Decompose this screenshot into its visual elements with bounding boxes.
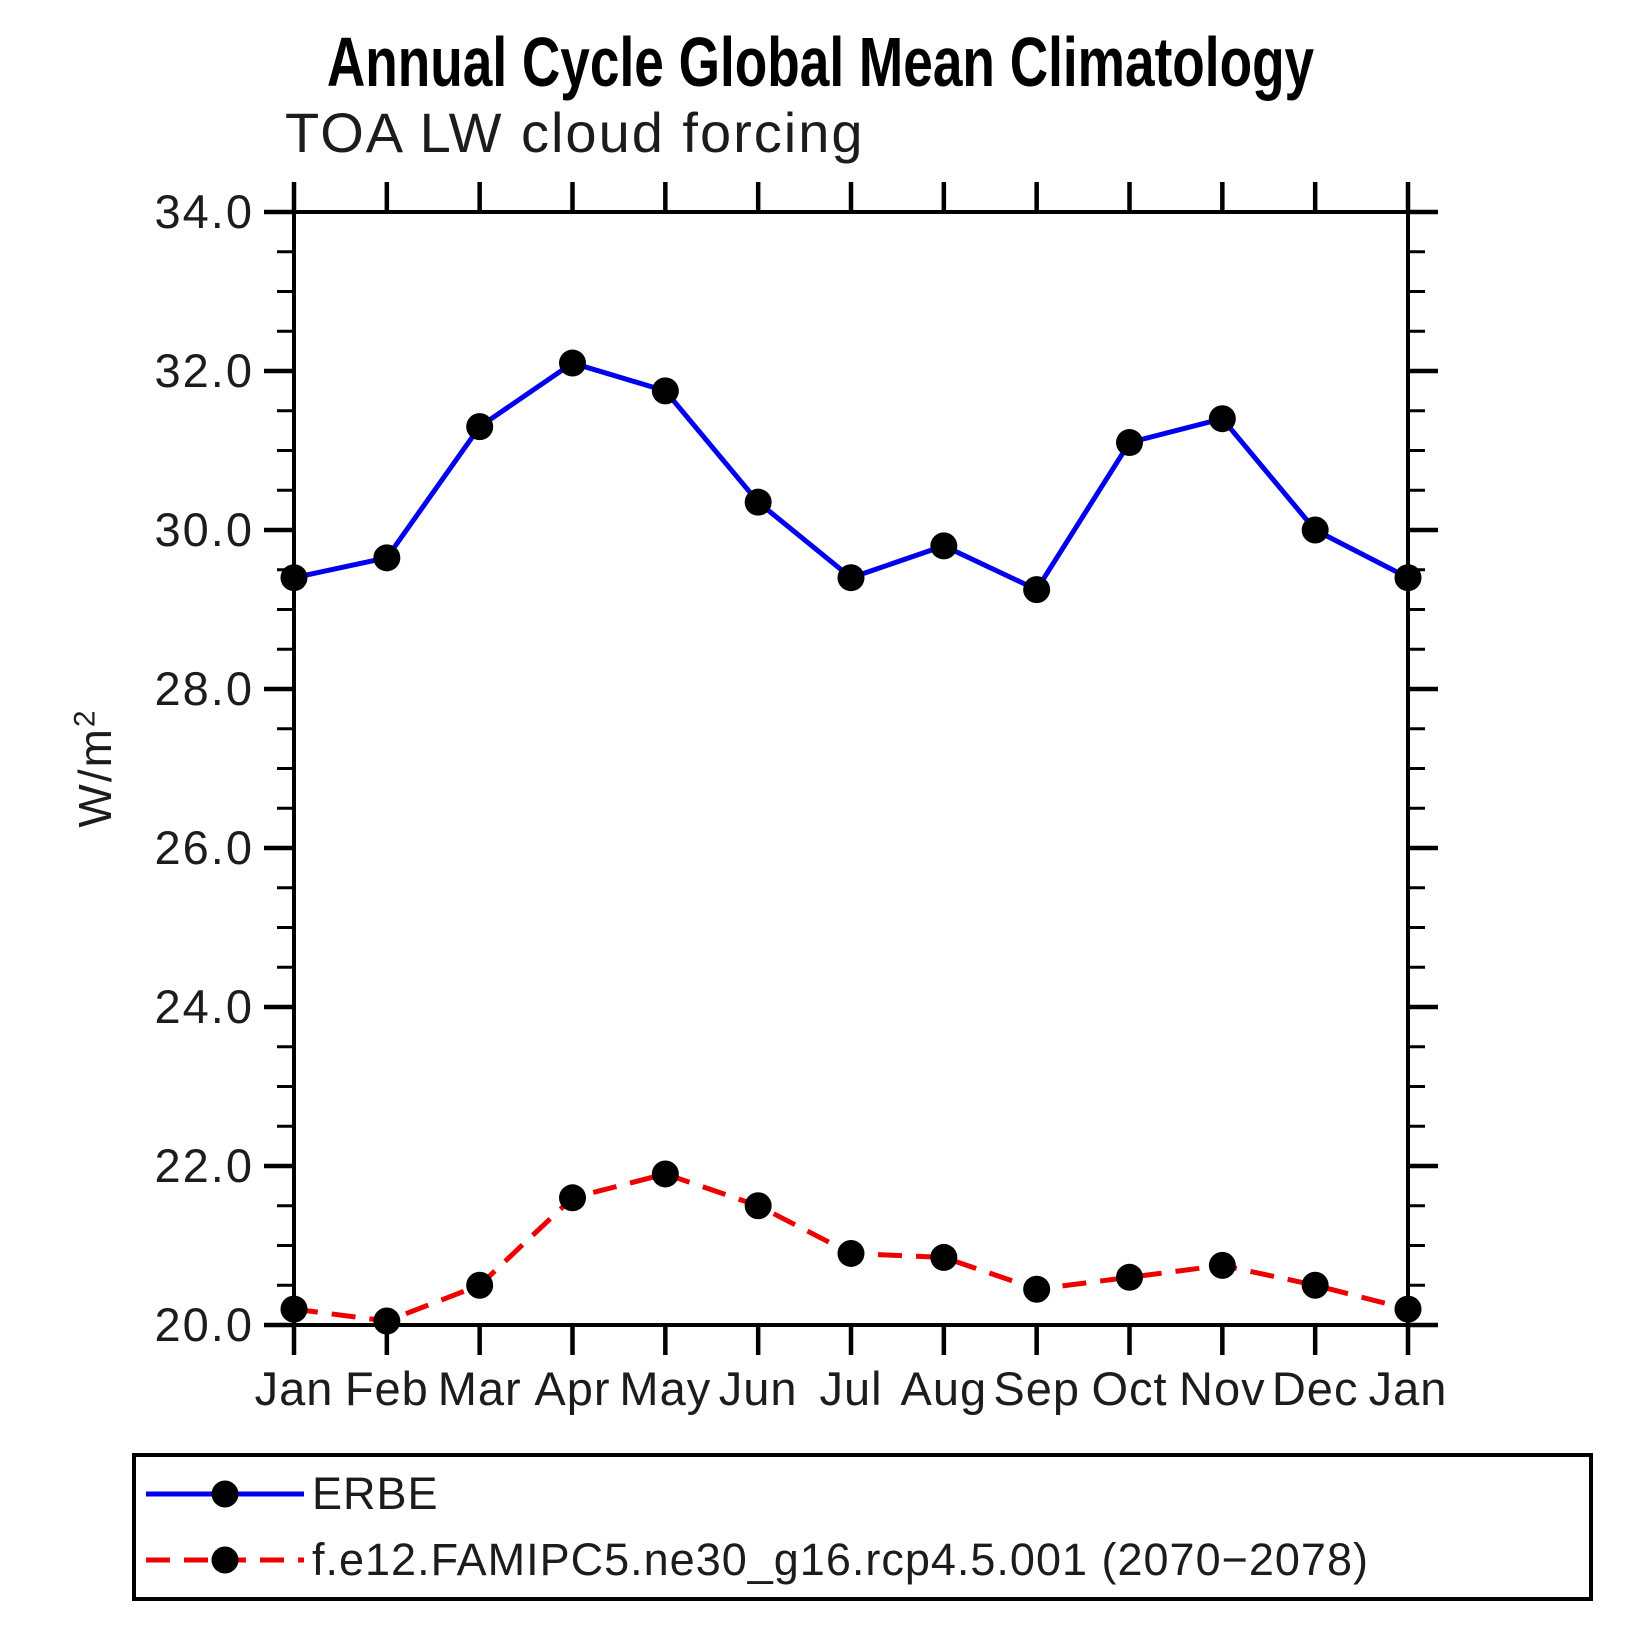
- model-data-point: [930, 1243, 958, 1271]
- legend-marker-dot: [211, 1546, 239, 1574]
- legend-swatch-model-line: [146, 1546, 304, 1574]
- x-tick-label: Oct: [1091, 1362, 1167, 1415]
- y-tick-label: 28.0: [155, 662, 254, 715]
- chart-subtitle: TOA LW cloud forcing: [285, 101, 865, 164]
- erbe-line: [293, 360, 1410, 593]
- x-tick-label: Dec: [1272, 1362, 1359, 1415]
- erbe-data-point: [1394, 564, 1422, 592]
- legend-entry-model: f.e12.FAMIPC5.ne30_g16.rcp4.5.001 (2070−…: [142, 1529, 1369, 1591]
- model-data-point: [1394, 1295, 1422, 1323]
- y-tick-label: 34.0: [155, 185, 254, 238]
- axis-frame: [292, 210, 1410, 1327]
- erbe-data-point: [744, 488, 772, 516]
- erbe-data-point: [280, 564, 308, 592]
- model-data-point: [559, 1184, 586, 1212]
- y-tick-label: 26.0: [155, 821, 254, 874]
- erbe-data-point: [466, 413, 494, 441]
- legend-label-erbe: ERBE: [312, 1468, 439, 1519]
- erbe-data-point: [1208, 405, 1236, 433]
- x-tick-label: Sep: [993, 1362, 1080, 1415]
- model-data-point: [744, 1192, 772, 1220]
- erbe-data-point: [373, 544, 401, 572]
- y-tick-label: 24.0: [155, 980, 254, 1033]
- y-tick-label: 30.0: [155, 503, 254, 556]
- model-data-point: [837, 1239, 865, 1267]
- erbe-data-point: [651, 377, 679, 405]
- x-tick-label: Jan: [255, 1362, 334, 1415]
- model-data-point: [1116, 1263, 1143, 1291]
- legend-swatch-erbe-line: [146, 1480, 304, 1508]
- x-tick-label: May: [619, 1362, 711, 1415]
- erbe-data-point: [1023, 576, 1051, 604]
- y-tick-label: 32.0: [155, 344, 254, 397]
- erbe-data-point: [1301, 516, 1329, 544]
- legend: ERBE f.e12.FAMIPC5.ne30_g16.rcp4.5.001 (…: [132, 1453, 1593, 1601]
- legend-entry-erbe: ERBE: [142, 1463, 439, 1525]
- erbe-data-point: [559, 349, 586, 377]
- model-data-point: [1301, 1271, 1329, 1299]
- model-data-point: [651, 1160, 679, 1188]
- x-tick-label: Aug: [901, 1362, 988, 1415]
- erbe-data-point: [1116, 429, 1143, 457]
- model-data-point: [1023, 1275, 1051, 1303]
- x-tick-label: Jun: [719, 1362, 798, 1415]
- model-data-point: [373, 1307, 401, 1335]
- x-tick-label: Mar: [438, 1362, 522, 1415]
- x-tick-label: Feb: [345, 1362, 429, 1415]
- chart-title: Annual Cycle Global Mean Climatology: [326, 23, 1315, 101]
- x-tick-label: Jul: [819, 1362, 882, 1415]
- model-data-point: [466, 1271, 494, 1299]
- erbe-data-point: [930, 532, 958, 560]
- x-tick-label: Apr: [534, 1362, 610, 1415]
- y-tick-label: 22.0: [155, 1139, 254, 1192]
- erbe-data-point: [837, 564, 865, 592]
- x-tick-label: Jan: [1369, 1362, 1448, 1415]
- x-tick-label: Nov: [1179, 1362, 1266, 1415]
- legend-label-model: f.e12.FAMIPC5.ne30_g16.rcp4.5.001 (2070−…: [312, 1534, 1369, 1585]
- y-tick-label: 20.0: [155, 1298, 254, 1351]
- model-data-point: [280, 1295, 308, 1323]
- legend-marker-dot: [211, 1480, 239, 1508]
- model-data-point: [1208, 1251, 1236, 1279]
